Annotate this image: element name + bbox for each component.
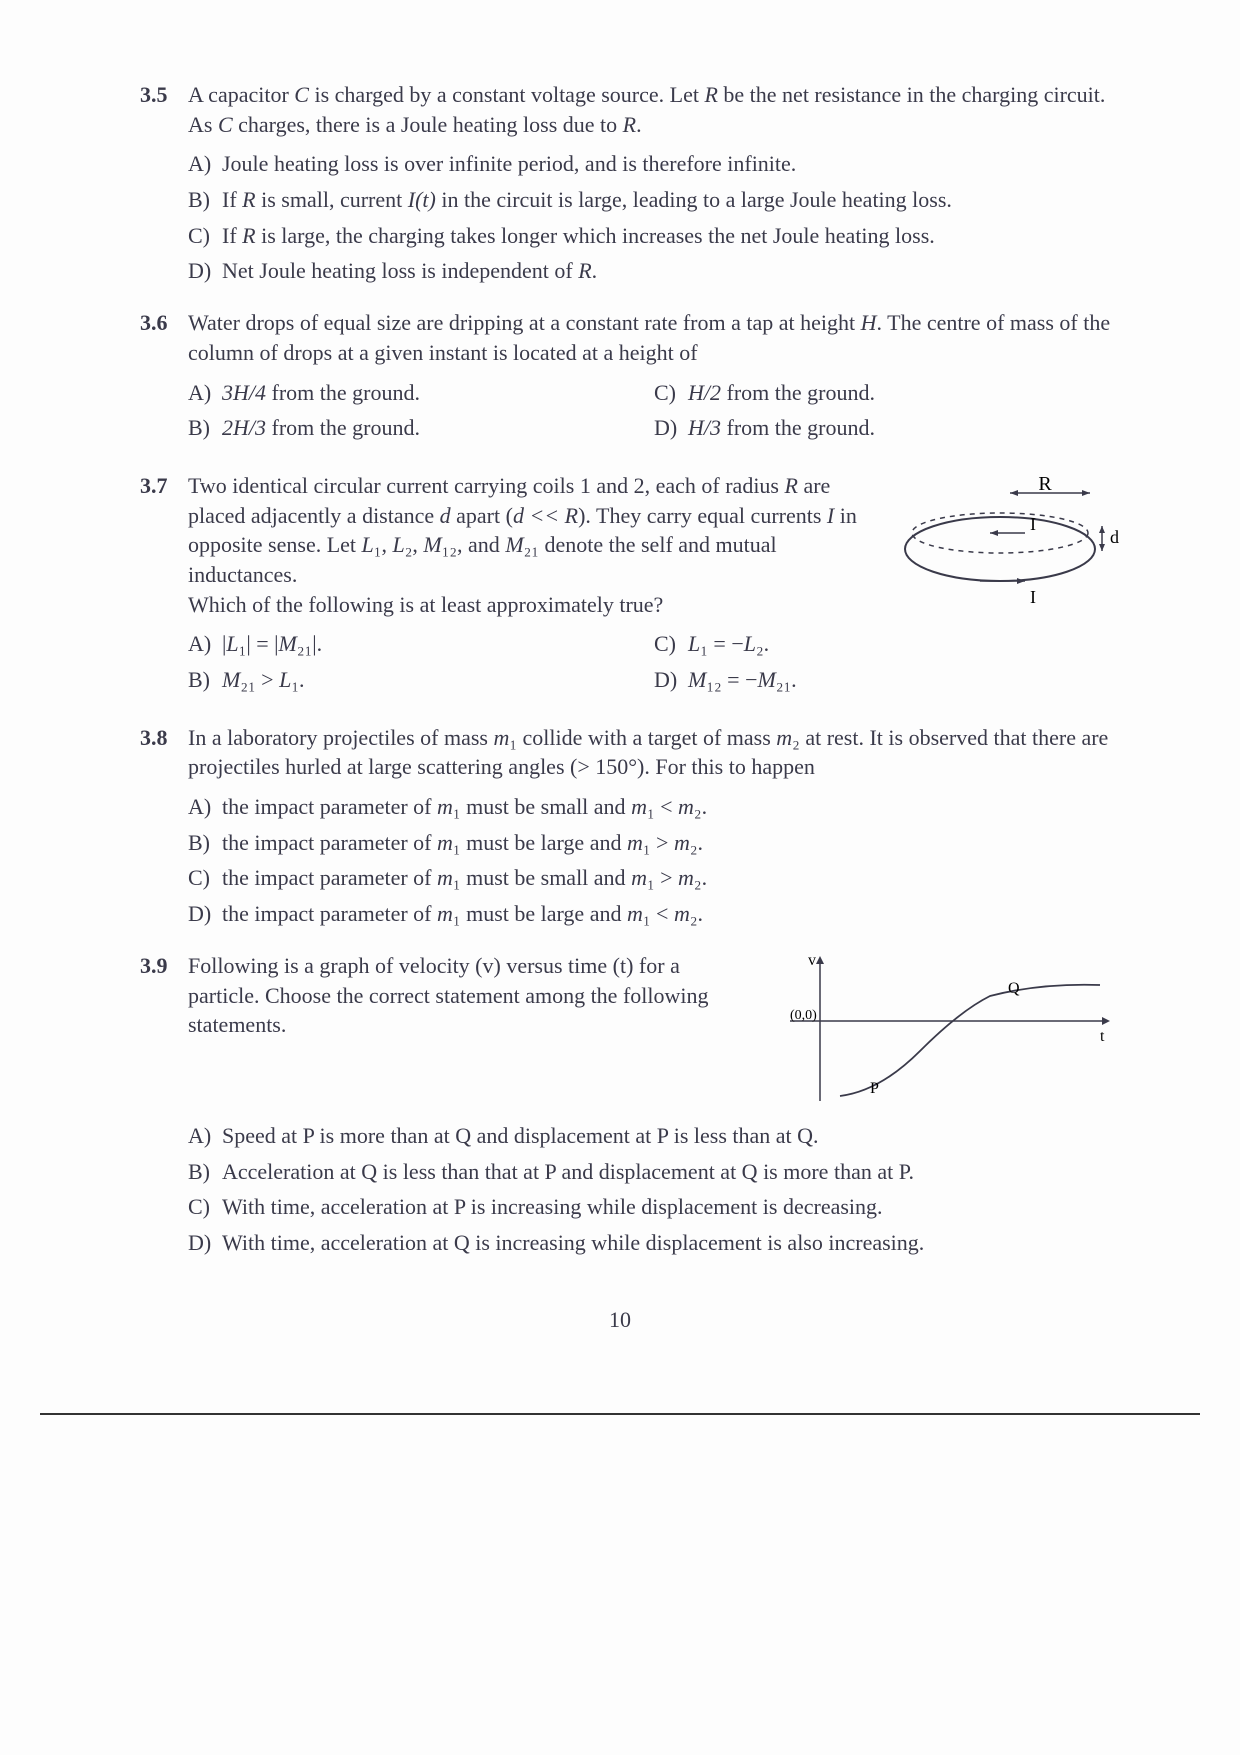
opt-label-B: B) xyxy=(188,413,222,443)
opt-label-C: C) xyxy=(188,221,222,251)
q-num: 3.5 xyxy=(140,80,188,139)
q-num: 3.6 xyxy=(140,308,188,367)
opt-text: If R is large, the charging takes longer… xyxy=(222,221,1120,251)
opt-label-A: A) xyxy=(188,1121,222,1151)
opt-label-B: B) xyxy=(188,665,222,695)
opt-text: H/2 from the ground. xyxy=(688,378,1120,408)
opt-text: M₂₁ > L₁. xyxy=(222,665,654,695)
options: A)|L₁| = |M₂₁|. C)L₁ = −L₂. B)M₂₁ > L₁. … xyxy=(140,629,1120,700)
options: A)the impact parameter of m₁ must be sma… xyxy=(140,792,1120,929)
label-P: P xyxy=(870,1080,879,1097)
opt-text: With time, acceleration at Q is increasi… xyxy=(222,1228,1120,1258)
opt-label-A: A) xyxy=(188,378,222,408)
opt-text: M₁₂ = −M₂₁. xyxy=(688,665,1120,695)
opt-text: 2H/3 from the ground. xyxy=(222,413,654,443)
opt-text: the impact parameter of m₁ must be large… xyxy=(222,899,1120,929)
q-text: In a laboratory projectiles of mass m₁ c… xyxy=(188,723,1120,782)
q-text: Water drops of equal size are dripping a… xyxy=(188,308,1120,367)
opt-text: Joule heating loss is over infinite peri… xyxy=(222,149,1120,179)
question-3-5: 3.5 A capacitor C is charged by a consta… xyxy=(140,80,1120,286)
opt-label-D: D) xyxy=(654,413,688,443)
opt-text: Acceleration at Q is less than that at P… xyxy=(222,1157,1120,1187)
q-text: Following is a graph of velocity (v) ver… xyxy=(188,951,744,1111)
q-text: A capacitor C is charged by a constant v… xyxy=(188,80,1120,139)
opt-text: the impact parameter of m₁ must be small… xyxy=(222,863,1120,893)
opt-text: the impact parameter of m₁ must be small… xyxy=(222,792,1120,822)
question-3-7: 3.7 Two identical circular current carry… xyxy=(140,471,1120,701)
opt-text: H/3 from the ground. xyxy=(688,413,1120,443)
opt-label-C: C) xyxy=(654,378,688,408)
opt-text: If R is small, current I(t) in the circu… xyxy=(222,185,1120,215)
bottom-divider xyxy=(40,1413,1200,1415)
opt-text: With time, acceleration at P is increasi… xyxy=(222,1192,1120,1222)
coils-figure: R d I I xyxy=(890,471,1120,611)
opt-label-B: B) xyxy=(188,828,222,858)
options: A)Joule heating loss is over infinite pe… xyxy=(140,149,1120,286)
opt-text: Net Joule heating loss is independent of… xyxy=(222,256,1120,286)
label-origin: (0,0) xyxy=(790,1008,817,1023)
label-t: t xyxy=(1100,1028,1105,1045)
label-v: v xyxy=(808,952,816,969)
opt-label-C: C) xyxy=(188,863,222,893)
opt-text: L₁ = −L₂. xyxy=(688,629,1120,659)
opt-label-D: D) xyxy=(654,665,688,695)
opt-label-C: C) xyxy=(188,1192,222,1222)
question-3-9: 3.9 Following is a graph of velocity (v)… xyxy=(140,951,1120,1258)
label-I-outer: I xyxy=(1030,587,1036,607)
q-num: 3.7 xyxy=(140,471,188,619)
opt-text: 3H/4 from the ground. xyxy=(222,378,654,408)
options: A)Speed at P is more than at Q and displ… xyxy=(140,1121,1120,1258)
opt-label-D: D) xyxy=(188,1228,222,1258)
opt-label-C: C) xyxy=(654,629,688,659)
opt-label-A: A) xyxy=(188,792,222,822)
label-R: R xyxy=(1038,473,1052,495)
question-3-8: 3.8 In a laboratory projectiles of mass … xyxy=(140,723,1120,929)
opt-label-B: B) xyxy=(188,185,222,215)
label-Q: Q xyxy=(1008,980,1020,997)
opt-text: Speed at P is more than at Q and displac… xyxy=(222,1121,1120,1151)
options: A)3H/4 from the ground. C)H/2 from the g… xyxy=(140,378,1120,449)
q-num: 3.8 xyxy=(140,723,188,782)
question-3-6: 3.6 Water drops of equal size are drippi… xyxy=(140,308,1120,449)
opt-label-A: A) xyxy=(188,149,222,179)
q-num: 3.9 xyxy=(140,951,188,1111)
page-number: 10 xyxy=(0,1305,1240,1335)
vt-graph: v t (0,0) P Q xyxy=(760,951,1120,1111)
opt-text: the impact parameter of m₁ must be large… xyxy=(222,828,1120,858)
label-I-inner: I xyxy=(1030,514,1036,534)
opt-label-D: D) xyxy=(188,256,222,286)
opt-label-A: A) xyxy=(188,629,222,659)
label-d: d xyxy=(1110,527,1119,547)
opt-label-B: B) xyxy=(188,1157,222,1187)
q-text: Two identical circular current carrying … xyxy=(188,471,874,619)
opt-label-D: D) xyxy=(188,899,222,929)
opt-text: |L₁| = |M₂₁|. xyxy=(222,629,654,659)
